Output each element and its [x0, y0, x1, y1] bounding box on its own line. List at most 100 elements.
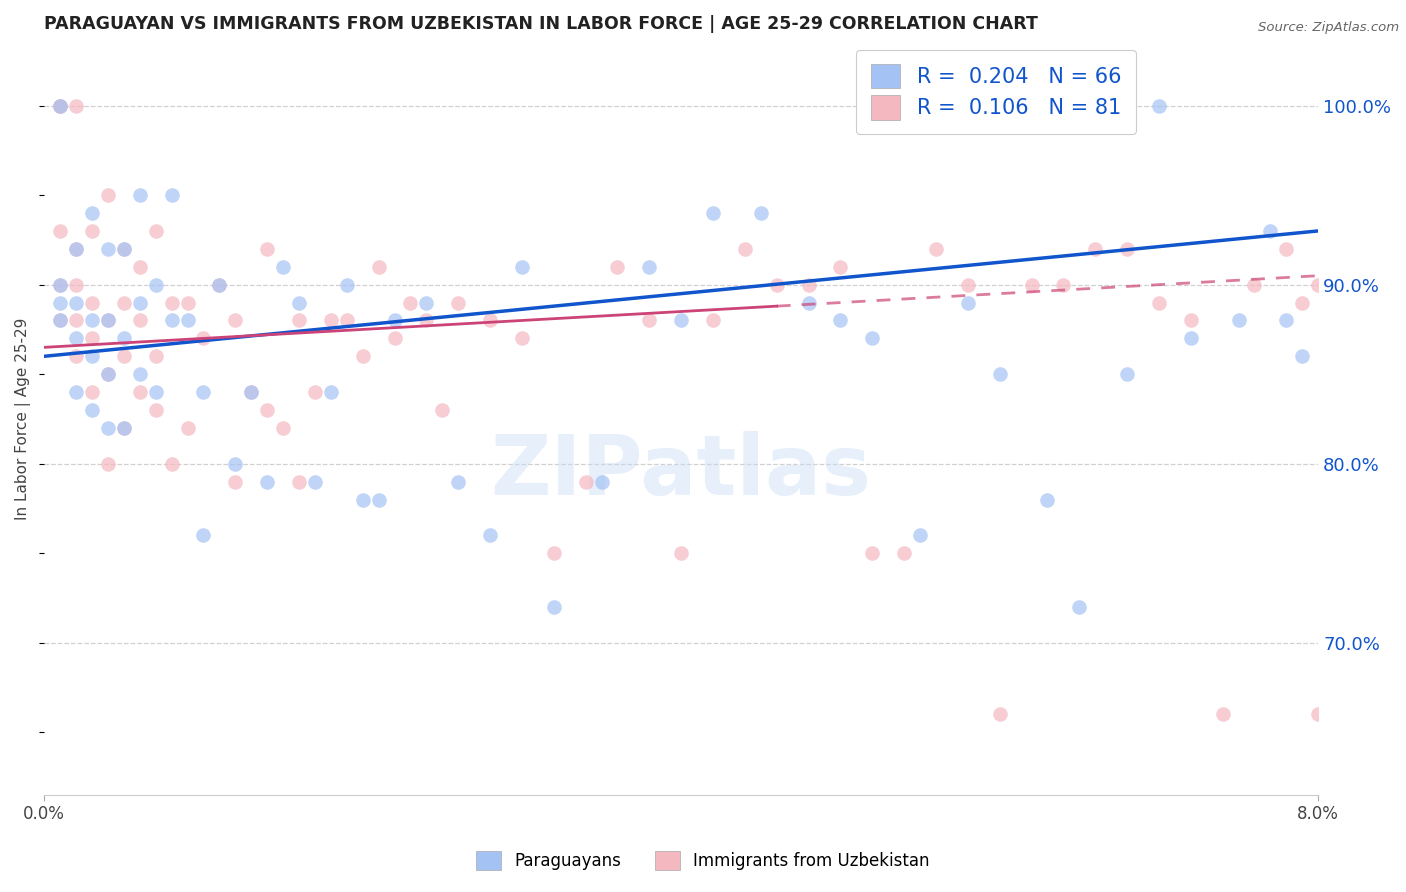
Point: [65, 313, 87, 327]
Point: [49, 98, 72, 112]
Point: [112, 295, 135, 310]
Point: [749, 206, 772, 220]
Legend: R =  0.204   N = 66, R =  0.106   N = 81: R = 0.204 N = 66, R = 0.106 N = 81: [856, 50, 1136, 134]
Y-axis label: In Labor Force | Age 25-29: In Labor Force | Age 25-29: [15, 318, 31, 520]
Point: [432, 403, 454, 417]
Point: [830, 260, 852, 274]
Point: [336, 277, 359, 292]
Point: [49, 98, 72, 112]
Text: Source: ZipAtlas.com: Source: ZipAtlas.com: [1258, 21, 1399, 34]
Point: [367, 492, 389, 507]
Point: [1291, 295, 1313, 310]
Point: [288, 295, 311, 310]
Point: [702, 313, 724, 327]
Point: [479, 313, 502, 327]
Point: [65, 349, 87, 363]
Point: [479, 528, 502, 542]
Point: [160, 295, 183, 310]
Point: [208, 277, 231, 292]
Point: [97, 242, 120, 256]
Point: [384, 331, 406, 345]
Point: [80, 224, 103, 238]
Point: [80, 206, 103, 220]
Point: [49, 313, 72, 327]
Point: [447, 295, 470, 310]
Point: [543, 546, 565, 560]
Point: [638, 313, 661, 327]
Point: [128, 295, 150, 310]
Point: [1116, 242, 1139, 256]
Point: [925, 242, 948, 256]
Point: [193, 331, 215, 345]
Point: [1147, 98, 1170, 112]
Point: [415, 295, 437, 310]
Point: [49, 295, 72, 310]
Point: [1116, 368, 1139, 382]
Point: [193, 528, 215, 542]
Point: [97, 368, 120, 382]
Point: [224, 313, 246, 327]
Point: [1308, 277, 1330, 292]
Point: [112, 331, 135, 345]
Text: PARAGUAYAN VS IMMIGRANTS FROM UZBEKISTAN IN LABOR FORCE | AGE 25-29 CORRELATION : PARAGUAYAN VS IMMIGRANTS FROM UZBEKISTAN…: [44, 15, 1038, 33]
Point: [160, 457, 183, 471]
Point: [304, 475, 326, 489]
Point: [240, 385, 263, 400]
Point: [734, 242, 756, 256]
Point: [271, 421, 294, 435]
Point: [128, 188, 150, 202]
Point: [1036, 492, 1059, 507]
Point: [591, 475, 613, 489]
Point: [80, 295, 103, 310]
Point: [65, 98, 87, 112]
Point: [145, 224, 167, 238]
Point: [399, 295, 422, 310]
Point: [956, 277, 979, 292]
Point: [988, 707, 1011, 722]
Point: [1180, 331, 1202, 345]
Point: [288, 313, 311, 327]
Point: [956, 295, 979, 310]
Point: [80, 313, 103, 327]
Point: [145, 385, 167, 400]
Point: [1275, 313, 1298, 327]
Point: [65, 242, 87, 256]
Point: [352, 492, 374, 507]
Point: [145, 349, 167, 363]
Point: [80, 349, 103, 363]
Point: [65, 385, 87, 400]
Point: [638, 260, 661, 274]
Point: [669, 313, 692, 327]
Point: [256, 403, 278, 417]
Point: [224, 457, 246, 471]
Point: [49, 277, 72, 292]
Point: [176, 295, 198, 310]
Point: [97, 368, 120, 382]
Point: [160, 188, 183, 202]
Point: [1291, 349, 1313, 363]
Point: [510, 260, 533, 274]
Point: [336, 313, 359, 327]
Point: [145, 277, 167, 292]
Point: [702, 206, 724, 220]
Point: [1052, 277, 1074, 292]
Point: [271, 260, 294, 274]
Point: [669, 546, 692, 560]
Point: [860, 331, 883, 345]
Point: [240, 385, 263, 400]
Point: [97, 457, 120, 471]
Point: [1243, 277, 1265, 292]
Point: [65, 331, 87, 345]
Point: [208, 277, 231, 292]
Point: [1212, 707, 1234, 722]
Point: [384, 313, 406, 327]
Point: [112, 349, 135, 363]
Point: [49, 224, 72, 238]
Point: [1227, 313, 1250, 327]
Point: [606, 260, 628, 274]
Point: [193, 385, 215, 400]
Point: [80, 385, 103, 400]
Point: [765, 277, 787, 292]
Point: [893, 546, 915, 560]
Point: [49, 313, 72, 327]
